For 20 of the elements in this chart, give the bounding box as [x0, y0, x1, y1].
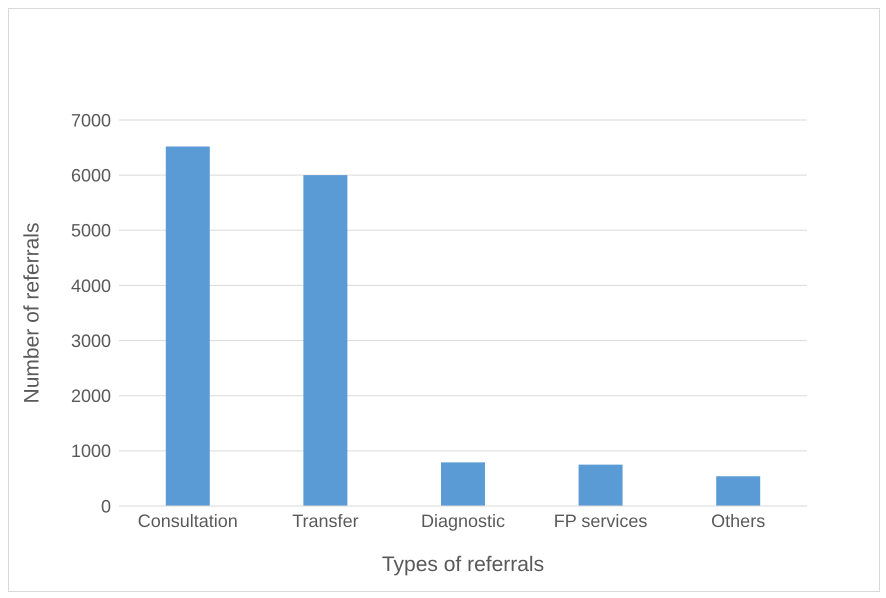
x-tick-label: Transfer: [292, 510, 359, 531]
x-tick-label: Others: [711, 510, 766, 531]
y-tick-label: 0: [100, 496, 111, 516]
x-tick-label: Consultation: [138, 510, 238, 531]
y-tick-label: 3000: [70, 330, 111, 351]
y-tick-label: 2000: [70, 386, 111, 406]
y-tick-label: 5000: [70, 220, 111, 241]
x-tick-label: Diagnostic: [420, 510, 506, 531]
y-axis-title: Number of referrals: [20, 222, 44, 404]
y-tick-label: 6000: [70, 166, 111, 186]
y-tick-label: 4000: [70, 276, 111, 296]
bar: [166, 146, 210, 506]
bar: [440, 462, 485, 506]
x-tick-label: FP services: [554, 510, 648, 531]
bar: [578, 464, 623, 506]
x-axis-title: Types of referrals: [382, 553, 544, 576]
bar: [716, 476, 760, 506]
y-tick-label: 7000: [70, 110, 111, 130]
y-tick-label: 1000: [70, 441, 111, 462]
bar: [303, 175, 348, 506]
